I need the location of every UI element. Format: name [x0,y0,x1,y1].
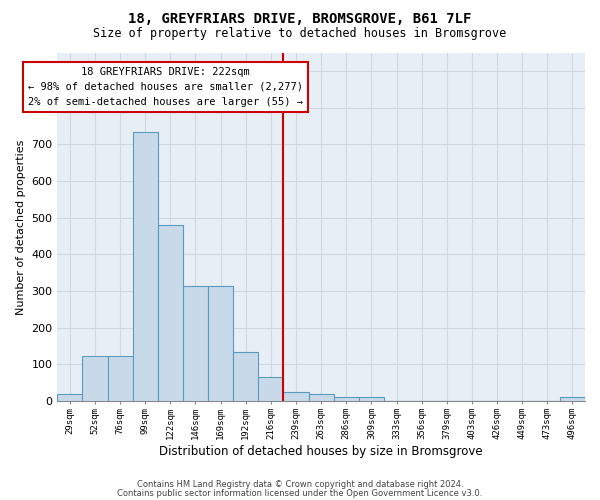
Bar [233,352,259,401]
Bar [259,378,283,401]
Text: Size of property relative to detached houses in Bromsgrove: Size of property relative to detached ho… [94,27,506,40]
Text: Contains public sector information licensed under the Open Government Licence v3: Contains public sector information licen… [118,488,482,498]
Bar [82,356,107,401]
Bar [183,286,208,401]
Text: Contains HM Land Registry data © Crown copyright and database right 2024.: Contains HM Land Registry data © Crown c… [137,480,463,489]
Text: 18 GREYFRIARS DRIVE: 222sqm
← 98% of detached houses are smaller (2,277)
2% of s: 18 GREYFRIARS DRIVE: 222sqm ← 98% of det… [28,67,303,107]
Bar [133,132,158,401]
Text: 18, GREYFRIARS DRIVE, BROMSGROVE, B61 7LF: 18, GREYFRIARS DRIVE, BROMSGROVE, B61 7L… [128,12,472,26]
Bar [158,225,183,401]
X-axis label: Distribution of detached houses by size in Bromsgrove: Distribution of detached houses by size … [160,444,483,458]
Bar [308,394,334,401]
Bar [208,286,233,401]
Bar [283,392,308,401]
Bar [107,356,133,401]
Bar [359,398,384,401]
Bar [334,398,359,401]
Bar [560,398,585,401]
Bar [57,394,82,401]
Y-axis label: Number of detached properties: Number of detached properties [16,139,26,314]
